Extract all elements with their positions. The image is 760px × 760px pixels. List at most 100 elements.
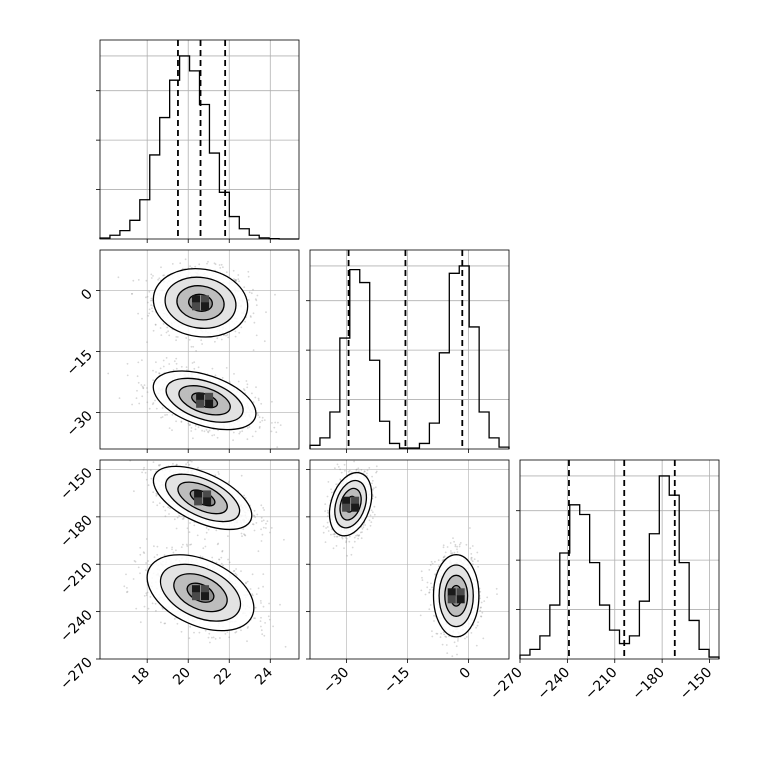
scatter-point <box>183 516 185 519</box>
scatter-point <box>145 279 148 282</box>
scatter-point <box>164 622 167 625</box>
scatter-point <box>240 629 242 632</box>
scatter-point <box>237 278 240 280</box>
scatter-point <box>225 271 228 274</box>
scatter-point <box>358 470 360 473</box>
scatter-point <box>326 495 329 498</box>
scatter-point <box>154 323 157 326</box>
scatter-point <box>325 527 327 529</box>
scatter-point <box>473 558 476 561</box>
scatter-point <box>254 298 257 300</box>
scatter-point <box>202 547 205 550</box>
scatter-point <box>172 551 175 554</box>
scatter-point <box>148 312 151 315</box>
scatter-point <box>428 591 430 594</box>
scatter-point <box>149 596 152 598</box>
scatter-point <box>197 426 200 429</box>
scatter-point <box>207 528 210 531</box>
scatter-point <box>246 438 249 441</box>
scatter-point <box>145 562 148 564</box>
scatter-point <box>153 556 156 559</box>
scatter-point <box>144 569 147 571</box>
scatter-point <box>464 637 466 640</box>
scatter-point <box>176 516 179 519</box>
scatter-point <box>246 383 249 386</box>
scatter-point <box>186 527 189 530</box>
scatter-point <box>228 480 231 483</box>
scatter-point <box>326 521 329 524</box>
scatter-point <box>254 606 257 609</box>
scatter-point <box>175 367 178 370</box>
scatter-point <box>165 357 168 359</box>
scatter-point <box>228 381 231 384</box>
scatter-point <box>238 331 241 334</box>
scatter-point <box>247 275 250 278</box>
scatter-point <box>455 645 458 648</box>
scatter-point <box>263 419 266 421</box>
scatter-point <box>139 572 141 575</box>
scatter-point <box>139 621 142 624</box>
scatter-point <box>107 372 110 375</box>
scatter-point <box>233 570 236 572</box>
scatter-point <box>335 545 338 547</box>
scatter-point <box>205 429 208 431</box>
scatter-point <box>237 380 240 383</box>
scatter-point <box>244 534 247 537</box>
scatter-point <box>372 495 374 497</box>
scatter-point <box>341 536 343 539</box>
scatter-point <box>222 266 224 269</box>
scatter-point <box>442 631 445 634</box>
scatter-point <box>221 549 224 552</box>
scatter-point <box>362 526 365 529</box>
scatter-point <box>480 615 482 618</box>
scatter-point <box>189 460 191 462</box>
scatter-point <box>211 636 213 639</box>
scatter-point <box>180 420 183 423</box>
scatter-point <box>150 297 153 300</box>
scatter-point <box>374 496 377 499</box>
scatter-point <box>426 586 429 589</box>
scatter-point <box>373 505 376 508</box>
scatter-point <box>257 550 260 553</box>
scatter-point <box>232 570 235 572</box>
scatter-point <box>421 579 424 581</box>
scatter-point <box>424 593 427 596</box>
scatter-point <box>168 427 171 429</box>
scatter-point <box>139 546 142 549</box>
scatter-point <box>255 304 258 307</box>
scatter-point <box>260 504 263 507</box>
scatter-point <box>162 323 165 325</box>
density-cell <box>192 302 200 311</box>
scatter-point <box>451 552 454 555</box>
scatter-point <box>267 615 270 618</box>
scatter-point <box>240 474 243 477</box>
scatter-point <box>146 341 148 343</box>
scatter-point <box>261 533 264 536</box>
scatter-point <box>208 429 211 432</box>
scatter-point <box>167 456 169 458</box>
scatter-point <box>165 331 168 334</box>
scatter-point <box>339 478 342 481</box>
scatter-point <box>152 379 155 381</box>
scatter-point <box>346 537 348 540</box>
scatter-point <box>251 573 254 576</box>
histogram-steps-1 <box>309 265 510 449</box>
scatter-point <box>158 277 161 280</box>
scatter-point <box>283 538 285 541</box>
scatter-point <box>259 600 262 602</box>
scatter-point <box>243 533 245 536</box>
scatter-point <box>220 263 223 266</box>
scatter-point <box>326 515 329 518</box>
scatter-point <box>343 547 345 550</box>
scatter-point <box>260 528 262 531</box>
mode-1 <box>146 554 255 632</box>
scatter-point <box>214 638 217 640</box>
scatter-point <box>255 334 258 337</box>
scatter-point <box>332 533 335 536</box>
scatter-point <box>232 431 235 434</box>
density-core <box>192 585 209 601</box>
mode-0 <box>152 268 249 338</box>
scatter-point <box>192 345 195 348</box>
scatter-point <box>242 388 245 390</box>
scatter-point <box>132 279 135 282</box>
